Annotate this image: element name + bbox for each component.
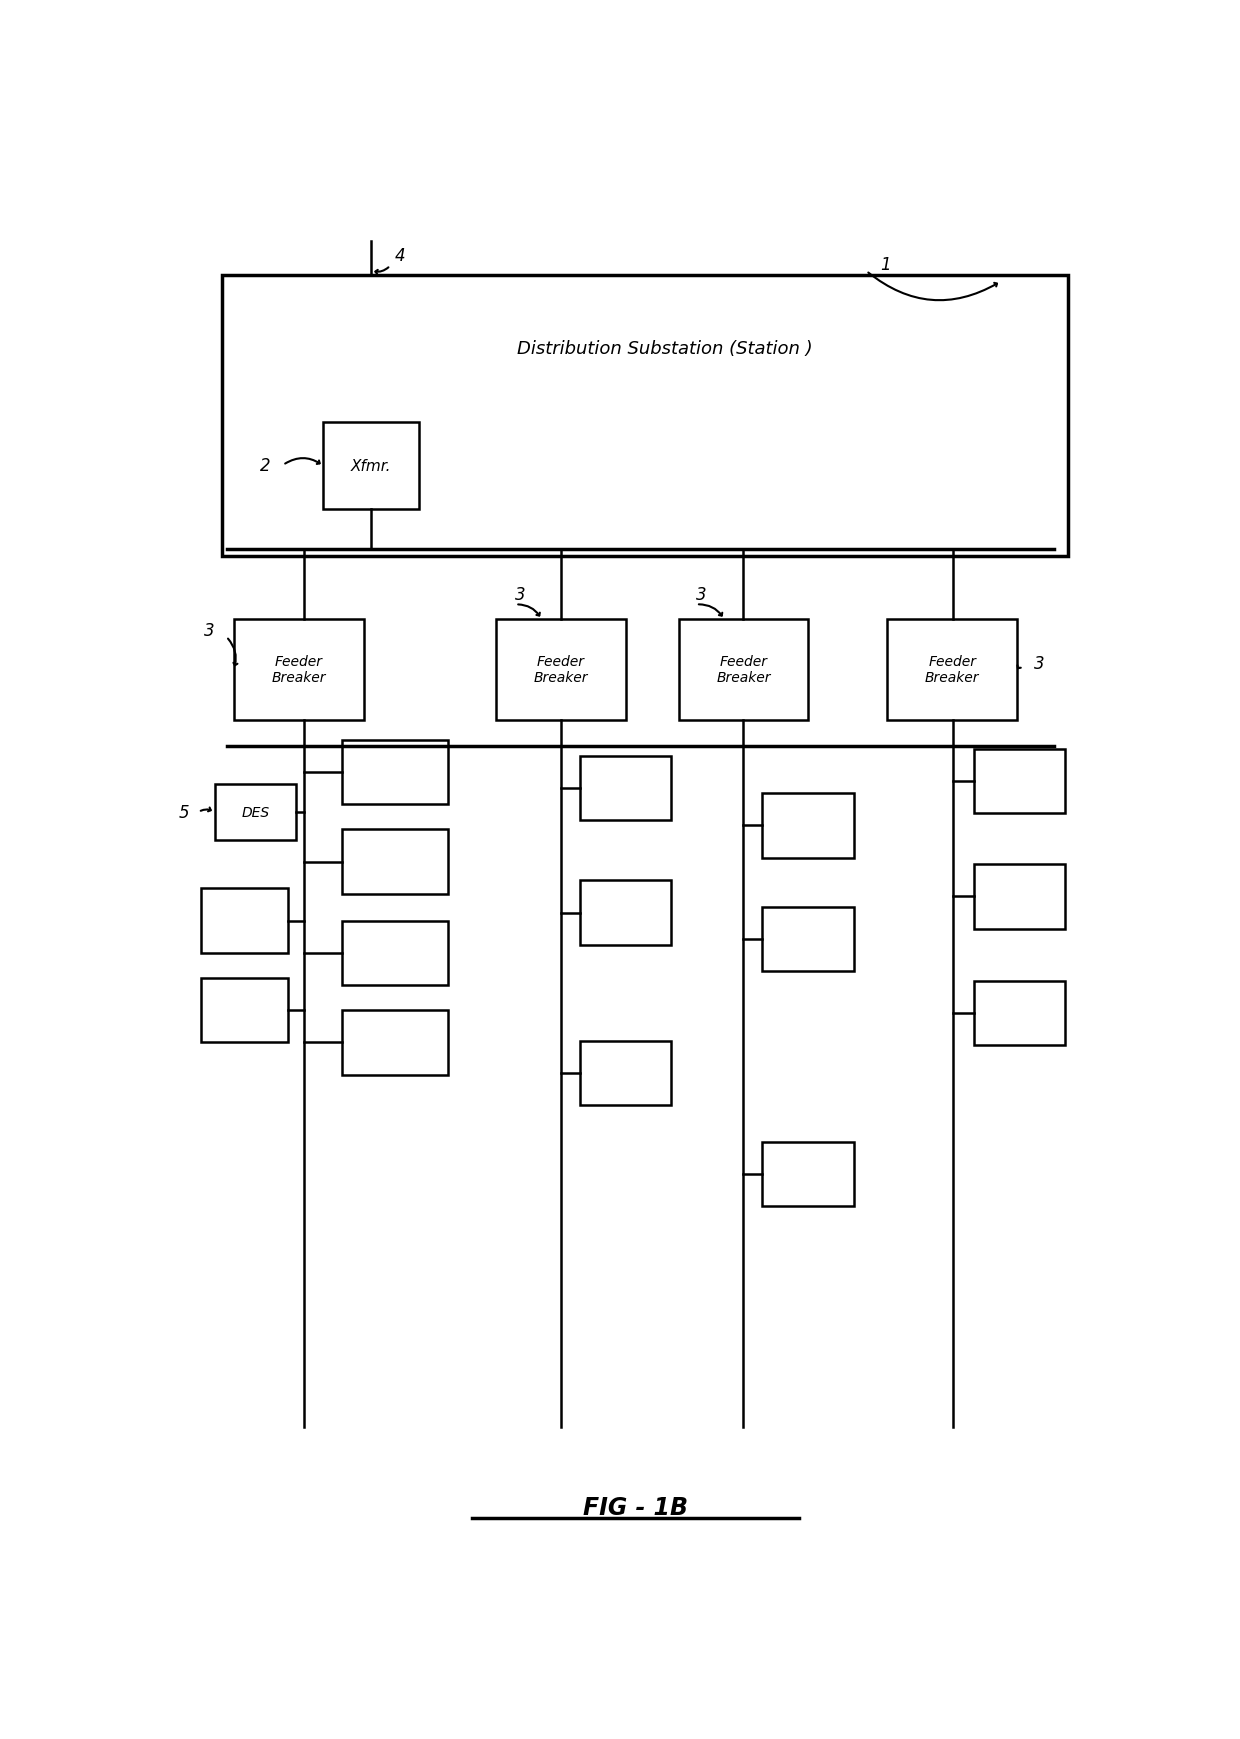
Text: Xfmr.: Xfmr. [351,459,392,475]
Text: Feeder
Breaker: Feeder Breaker [272,656,326,685]
Bar [342,741,448,805]
Text: FIG - 1B: FIG - 1B [583,1496,688,1520]
Bar [222,275,1068,556]
Text: Feeder
Breaker: Feeder Breaker [533,656,588,685]
Text: 3: 3 [696,586,706,603]
Bar [973,750,1065,814]
Bar [973,864,1065,929]
Text: 5: 5 [179,803,190,821]
Text: Feeder
Breaker: Feeder Breaker [717,656,771,685]
Bar [678,619,808,720]
Bar [234,619,363,720]
Text: 3: 3 [515,586,526,603]
Bar [580,882,671,944]
Text: 3: 3 [203,621,215,640]
Bar [215,784,296,840]
Text: Feeder
Breaker: Feeder Breaker [925,656,980,685]
Text: DES: DES [242,805,269,819]
Bar [496,619,626,720]
Bar [973,981,1065,1045]
Bar [763,908,853,972]
Text: 3: 3 [1034,656,1044,673]
Text: Distribution Substation (Station ): Distribution Substation (Station ) [517,341,812,358]
Bar [888,619,1017,720]
Bar [580,756,671,821]
Bar [342,922,448,986]
Bar [201,889,288,953]
Bar [342,1010,448,1075]
Bar [342,830,448,894]
Bar [580,1042,671,1106]
Text: 1: 1 [880,256,890,275]
Bar [201,979,288,1043]
Bar [324,423,419,510]
Text: 4: 4 [394,247,405,264]
Bar [763,793,853,857]
Bar [763,1143,853,1207]
Text: 2: 2 [260,457,270,475]
